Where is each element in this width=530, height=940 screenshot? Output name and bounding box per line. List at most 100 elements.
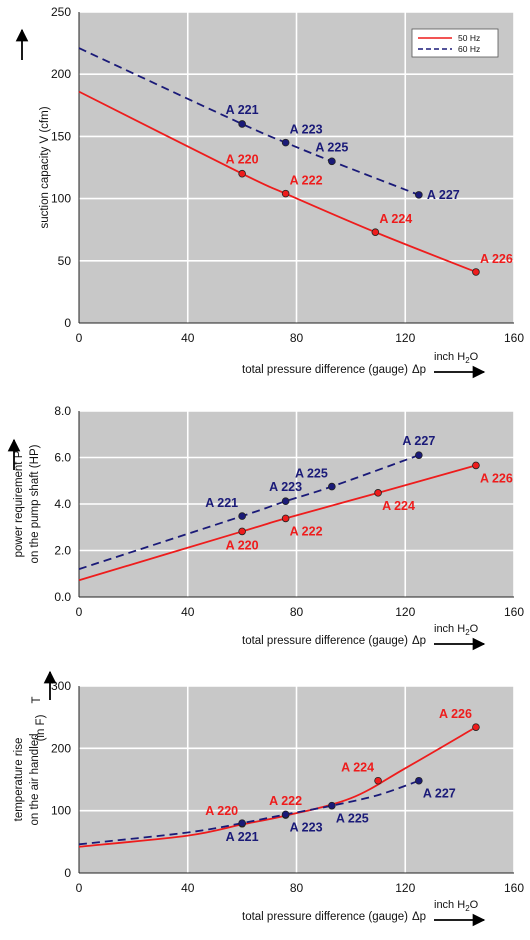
x-unit-tail: O: [470, 899, 479, 911]
data-point: [472, 461, 480, 470]
x-tick-label: 120: [395, 331, 415, 345]
data-label: A 226: [480, 252, 513, 266]
y-axis-label: suction capacity V (cfm): [39, 106, 51, 228]
data-point: [472, 723, 480, 731]
x-axis-symbol: Δp: [412, 364, 426, 376]
x-unit-main: inch H: [434, 623, 465, 635]
x-tick-label: 120: [395, 605, 415, 619]
data-label: A 220: [226, 538, 259, 552]
data-point: [238, 169, 246, 178]
data-point: [374, 776, 382, 785]
y-tick-label: 300: [51, 679, 71, 693]
data-label: A 223: [269, 480, 302, 494]
data-label: A 224: [341, 761, 374, 775]
data-point: [374, 489, 382, 497]
y-tick-label: 2.0: [54, 544, 71, 558]
data-label: A 224: [382, 499, 415, 513]
y-tick-label: 100: [51, 804, 71, 818]
data-point: [472, 268, 480, 276]
x-unit-sub: 2: [465, 628, 470, 637]
legend-label: 50 Hz: [458, 33, 480, 43]
data-label: A 227: [423, 787, 456, 801]
y-axis-label: on the pump shaft (HP): [29, 444, 41, 563]
data-point: [328, 482, 336, 491]
data-point: [371, 228, 380, 236]
y-tick-label: 200: [51, 67, 71, 81]
x-unit-label: inch H2O: [434, 351, 479, 365]
data-label: A 222: [290, 524, 323, 538]
data-label: A 226: [439, 707, 472, 721]
data-label: A 220: [205, 804, 238, 818]
chart-panel-1: 0 40 80 120 160 0 50 100 150 200 250 total pressure…: [15, 5, 524, 379]
chart-panel-3: 0 40 80 120 160 0 100 200 300 total pressure diff…: [13, 670, 524, 927]
data-label: A 221: [205, 496, 238, 510]
data-point: [328, 801, 336, 810]
x-tick-label: 80: [290, 605, 304, 619]
x-tick-label: 0: [76, 605, 83, 619]
x-tick-label: 160: [504, 605, 524, 619]
data-point: [238, 512, 246, 520]
chart-panel-2: 0 40 80 120 160 0.0 2.0 4.0 6.0 8.0 total pressure…: [7, 404, 524, 651]
data-point: [281, 138, 290, 147]
x-unit-label: inch H2O: [434, 623, 479, 637]
x-axis-label: total pressure difference (gauge): [242, 364, 408, 376]
x-unit-main: inch H: [434, 351, 465, 363]
y-tick-label: 250: [51, 5, 71, 19]
y-tick-label: 6.0: [54, 451, 71, 465]
data-point: [281, 497, 290, 506]
data-point: [415, 191, 423, 199]
x-tick-label: 80: [290, 331, 304, 345]
y-tick-label: 150: [51, 129, 71, 143]
series-line-60-hz: [78, 779, 420, 846]
series-line-60-hz: [78, 454, 420, 570]
x-axis-symbol: Δp: [412, 635, 426, 647]
x-unit-tail: O: [470, 351, 479, 363]
y-tick-label: 4.0: [54, 497, 71, 511]
x-tick-label: 40: [181, 881, 195, 895]
legend-box: [411, 28, 499, 58]
x-tick-label: 160: [504, 881, 524, 895]
y-tick-label: 8.0: [54, 404, 71, 418]
data-label: A 222: [269, 794, 302, 808]
data-label: A 225: [336, 812, 369, 826]
y-tick-label: 0: [64, 866, 71, 880]
data-point: [281, 514, 290, 523]
x-axis-symbol: Δp: [412, 911, 426, 923]
x-tick-label: 40: [181, 605, 195, 619]
data-label: A 221: [226, 103, 259, 117]
y-tick-label: 0: [64, 316, 71, 330]
legend-label: 60 Hz: [458, 44, 480, 54]
y-axis-label: on the air handled: [29, 733, 41, 825]
series-line-60-hz: [78, 47, 420, 196]
data-label: A 226: [480, 471, 513, 485]
x-unit-sub: 2: [465, 356, 470, 365]
y-axis-unit: (in F): [35, 714, 47, 741]
data-point: [238, 819, 246, 827]
data-point: [281, 189, 290, 198]
data-point: [238, 527, 246, 536]
x-tick-label: 120: [395, 881, 415, 895]
y-axis-label: temperature rise: [13, 738, 25, 822]
data-label: A 227: [402, 434, 435, 448]
y-tick-label: 50: [58, 254, 72, 268]
x-tick-label: 0: [76, 331, 83, 345]
data-point: [415, 776, 423, 785]
x-tick-label: 160: [504, 331, 524, 345]
x-unit-label: inch H2O: [434, 899, 479, 913]
x-tick-label: 40: [181, 331, 195, 345]
data-label: A 220: [226, 153, 259, 167]
data-label: A 227: [427, 188, 460, 202]
data-label: A 225: [315, 140, 348, 154]
data-point: [238, 120, 246, 128]
x-unit-tail: O: [470, 623, 479, 635]
data-label: A 225: [295, 467, 328, 481]
x-axis-label: total pressure difference (gauge): [242, 911, 408, 923]
data-label: A 223: [290, 123, 323, 137]
y-tick-label: 0.0: [54, 590, 71, 604]
data-label: A 222: [290, 174, 323, 188]
data-label: A 224: [379, 212, 412, 226]
x-unit-main: inch H: [434, 899, 465, 911]
data-point: [281, 810, 290, 819]
